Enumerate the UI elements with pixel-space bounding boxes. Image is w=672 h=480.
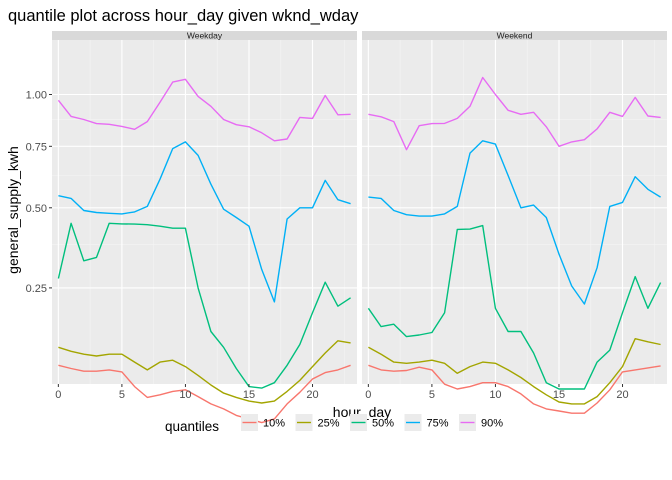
facet-strip-label: Weekday bbox=[187, 31, 223, 41]
legend-item-90pct: 90% bbox=[459, 414, 503, 431]
x-tick-label: 5 bbox=[119, 389, 125, 401]
legend-item-50pct: 50% bbox=[350, 414, 394, 431]
series-line-75pct bbox=[368, 140, 661, 305]
series-line-90pct bbox=[368, 76, 661, 151]
x-axis-title: hour_day bbox=[333, 404, 391, 420]
legend-label: 75% bbox=[427, 418, 449, 430]
x-tick-label: 0 bbox=[365, 389, 371, 401]
legend-label: 10% bbox=[263, 418, 285, 430]
x-tick-label: 10 bbox=[489, 389, 501, 401]
legend-item-10pct: 10% bbox=[241, 414, 285, 431]
facet-strip bbox=[52, 31, 357, 40]
legend-label: 90% bbox=[481, 418, 503, 430]
x-tick-label: 15 bbox=[553, 389, 565, 401]
x-tick-label: 20 bbox=[306, 389, 318, 401]
x-tick-label: 5 bbox=[429, 389, 435, 401]
legend: quantiles 10% 25% 50% 75% 90% bbox=[165, 414, 503, 434]
legend-label: 50% bbox=[372, 418, 394, 430]
facet-strip bbox=[362, 31, 667, 40]
x-tick-label: 0 bbox=[55, 389, 61, 401]
panel-background bbox=[52, 40, 357, 384]
series-line-10pct bbox=[58, 364, 351, 424]
series-line-25pct bbox=[368, 338, 661, 405]
series-line-25pct bbox=[58, 340, 351, 404]
y-tick-label: 0.75 bbox=[26, 141, 47, 153]
series-line-50pct bbox=[57, 222, 351, 389]
panel-background bbox=[362, 40, 667, 384]
y-tick-label: 0.50 bbox=[26, 203, 47, 215]
legend-item-75pct: 75% bbox=[404, 414, 449, 431]
legend-title: quantiles bbox=[165, 419, 219, 434]
legend-item-25pct: 25% bbox=[295, 414, 340, 431]
y-axis-title: general_supply_kwh bbox=[5, 146, 21, 274]
series-line-10pct bbox=[368, 364, 661, 414]
y-tick-label: 0.25 bbox=[26, 283, 47, 295]
x-tick-label: 20 bbox=[616, 389, 628, 401]
x-tick-label: 15 bbox=[243, 389, 255, 401]
panel-weekday: Weekday 0 5 10 15 20 0.25 0.50 0.75 1.00 bbox=[26, 31, 357, 424]
legend-label: 25% bbox=[318, 418, 340, 430]
series-line-90pct bbox=[57, 78, 351, 142]
series-line-50pct bbox=[367, 224, 662, 390]
chart-title: quantile plot across hour_day given wknd… bbox=[8, 7, 359, 25]
series-line-75pct bbox=[58, 141, 351, 303]
x-tick-label: 10 bbox=[179, 389, 191, 401]
facet-strip-label: Weekend bbox=[497, 31, 533, 41]
y-tick-label: 1.00 bbox=[26, 90, 47, 102]
panel-weekend: Weekend 0 5 10 15 20 bbox=[362, 31, 667, 414]
